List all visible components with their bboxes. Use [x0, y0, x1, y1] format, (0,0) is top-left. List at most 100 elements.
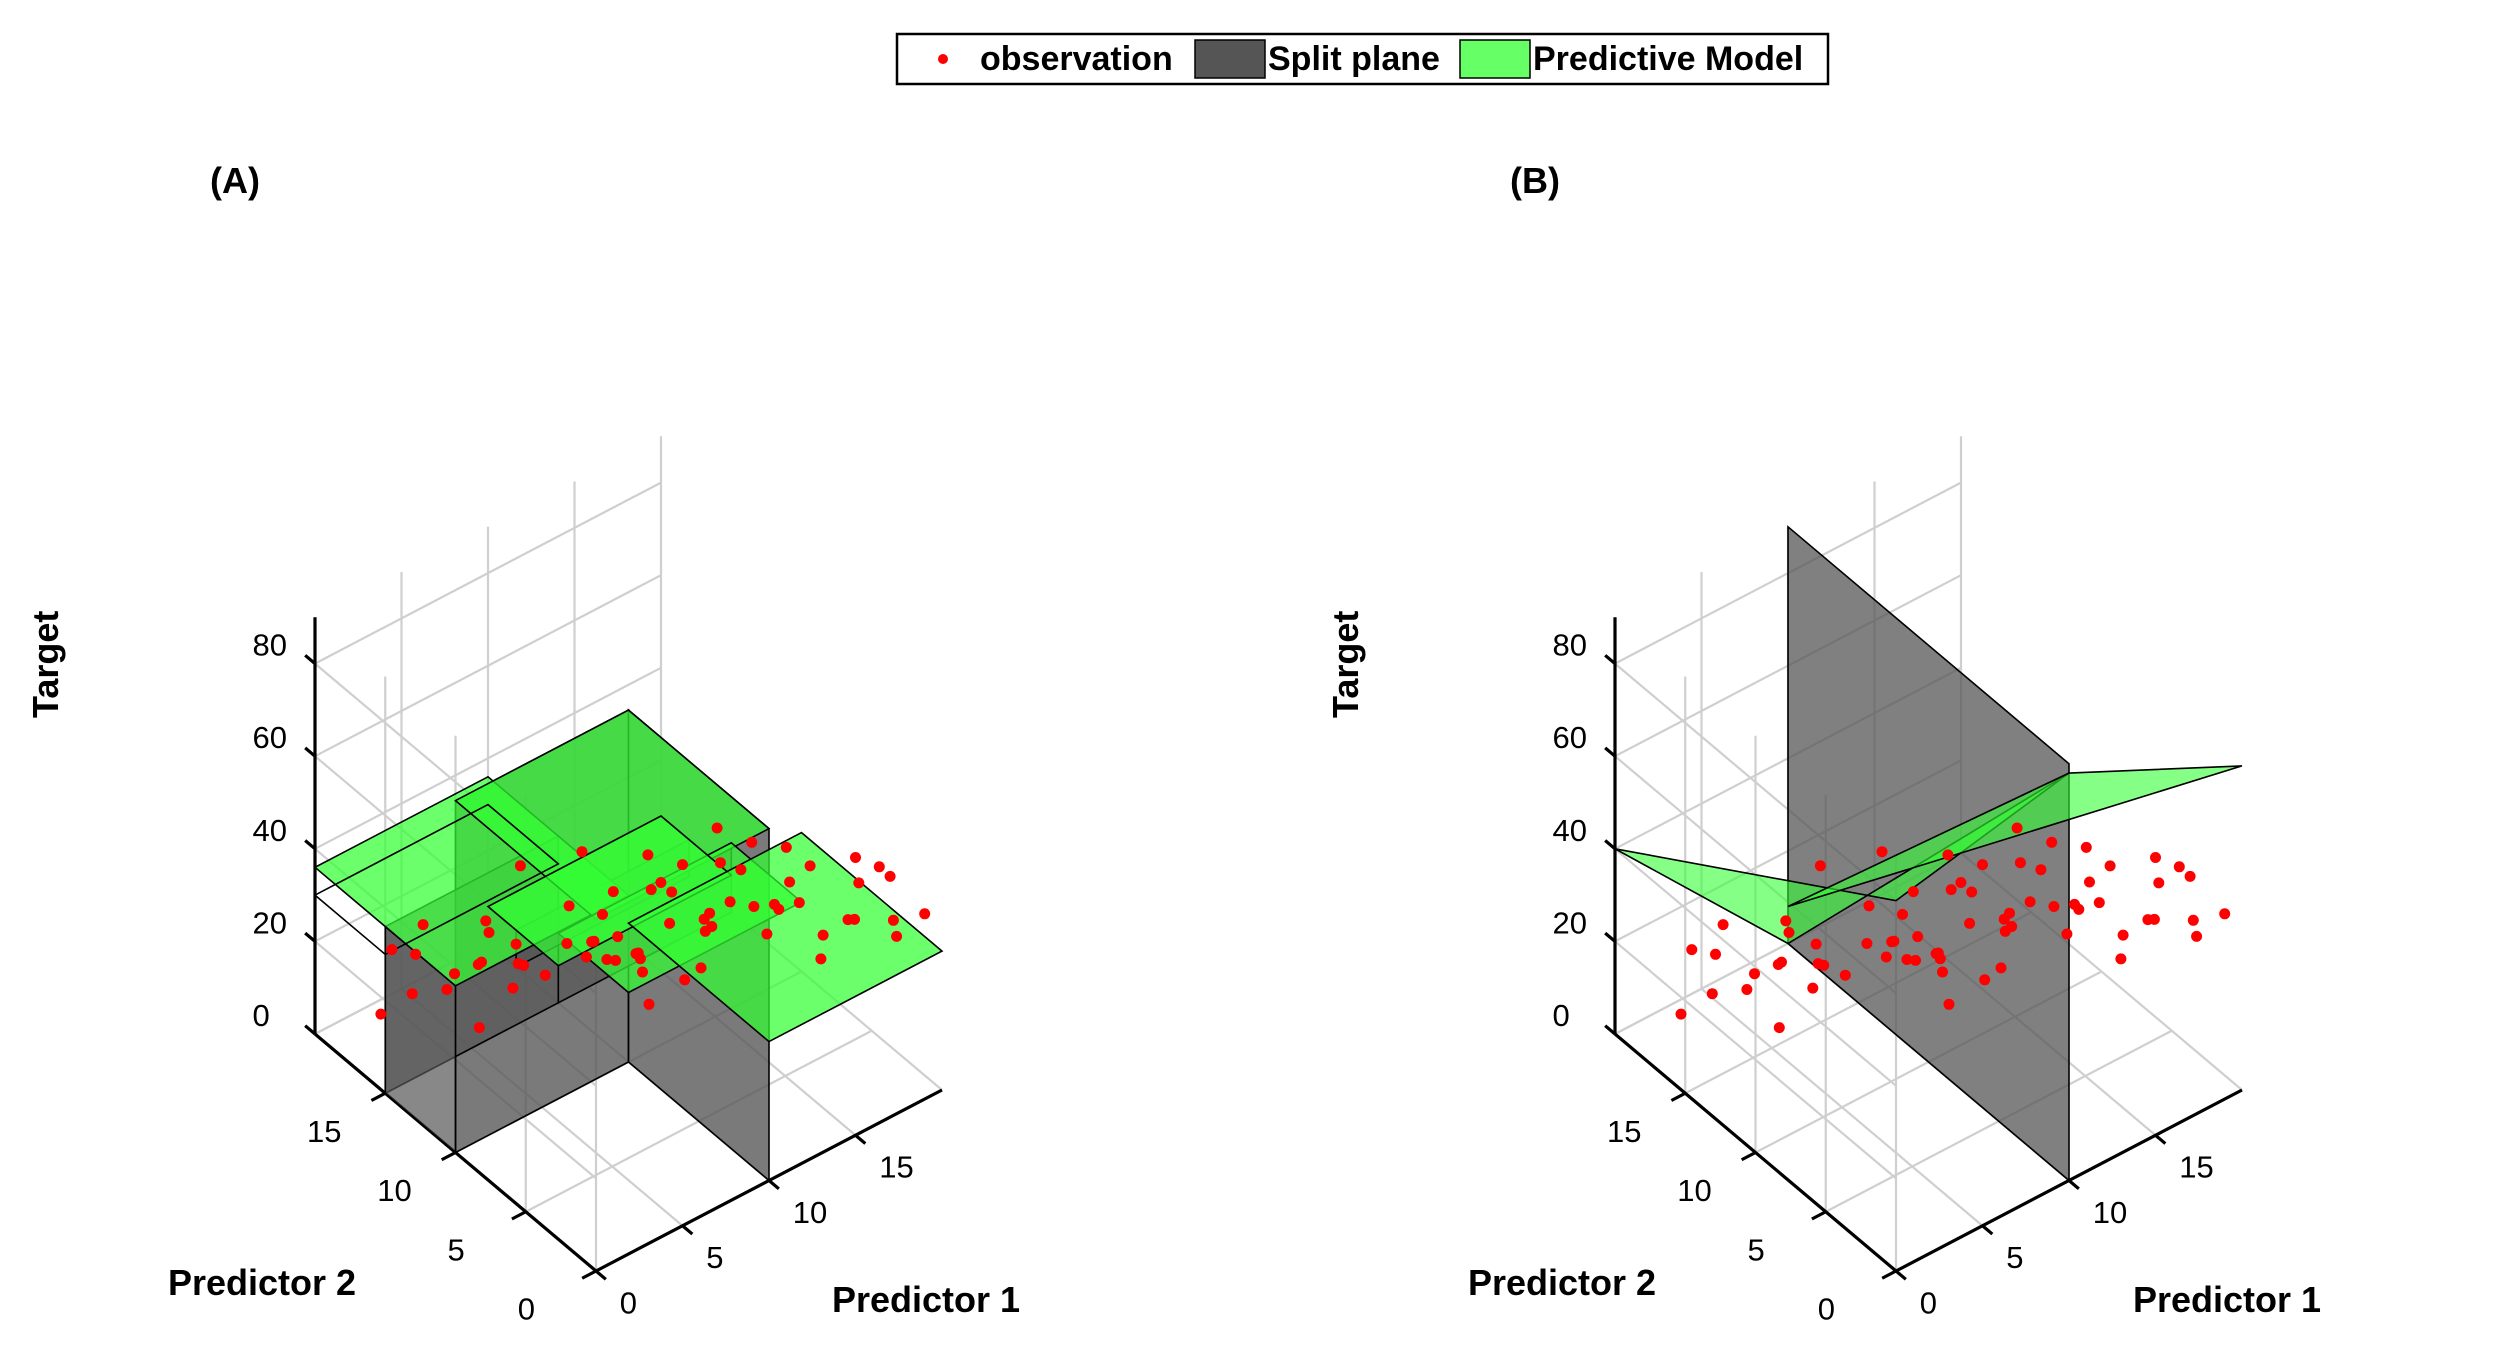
- observation-point: [919, 908, 931, 920]
- observation-point: [724, 896, 736, 908]
- observation-point: [1942, 849, 1954, 861]
- observation-point: [1934, 953, 1946, 965]
- panelA-z-tick: [304, 931, 317, 943]
- observation-point: [1741, 984, 1753, 995]
- observation-point: [2115, 953, 2127, 965]
- legend-observation-marker: [938, 54, 948, 64]
- panel-b-axes: [1604, 617, 2243, 1281]
- observation-point: [2117, 929, 2129, 941]
- observation-point: [375, 1008, 387, 1020]
- observation-point: [655, 877, 667, 888]
- panelA-y-tick-label: 15: [307, 1114, 341, 1149]
- panelA-y-tick-label: 5: [447, 1232, 464, 1267]
- panelA-z-tick-label: 80: [253, 628, 287, 663]
- observation-point: [2142, 914, 2154, 926]
- observation-point: [1861, 938, 1873, 949]
- observation-point: [784, 876, 796, 888]
- panelB-x-tick-label: 15: [2179, 1150, 2213, 1185]
- observation-point: [610, 954, 621, 966]
- observation-point: [386, 944, 398, 956]
- panelB-y-tick: [1740, 1151, 1757, 1162]
- observation-point: [1773, 1022, 1785, 1034]
- panelB-x-tick-label: 5: [2006, 1240, 2023, 1275]
- observation-point: [645, 884, 657, 896]
- legend-box: [895, 32, 1830, 86]
- observation-point: [1812, 958, 1824, 970]
- observation-point: [607, 886, 619, 898]
- panel-b-zlabel: Target: [1325, 611, 1366, 718]
- observation-point: [643, 998, 655, 1010]
- observation-point: [2093, 897, 2105, 909]
- observation-point: [576, 846, 588, 858]
- panelB-z-tick-label: 60: [1553, 720, 1587, 755]
- observation-point: [1999, 925, 2011, 937]
- observation-point: [449, 968, 460, 980]
- observation-point: [1810, 938, 1822, 950]
- panelB-z-tick: [1604, 931, 1617, 943]
- panelA-z-tick: [304, 1024, 317, 1036]
- panelA-x-tick-label: 0: [620, 1285, 637, 1320]
- model-surface: [627, 831, 944, 1043]
- observation-point: [1964, 917, 1976, 929]
- panelA-x-tick-label: 15: [879, 1150, 913, 1185]
- panelB-x-tick: [1894, 1269, 1907, 1281]
- panelB-z-tick: [1604, 654, 1617, 665]
- panelA-y-tick-label: 10: [377, 1173, 411, 1208]
- panel-b-regression-planes: [1614, 525, 2243, 1183]
- panel-a: (A) 0 5 10 15 0 5 10 15 0 20 40 60 80 Predictor 1 Pr…: [25, 160, 1020, 1327]
- observation-point: [853, 877, 865, 889]
- panelB-x-tick: [2067, 1179, 2080, 1191]
- panelA-z-tick: [304, 839, 317, 851]
- observation-point: [679, 974, 691, 986]
- observation-point: [873, 861, 885, 873]
- observation-point: [1937, 966, 1948, 978]
- panelA-z-tick: [304, 654, 317, 665]
- panelA-y-tick: [511, 1210, 527, 1221]
- legend-split-label: Split plane: [1268, 40, 1440, 78]
- observation-point: [512, 958, 524, 970]
- observation-point: [417, 919, 429, 931]
- panel-a-observations: [375, 822, 931, 1034]
- legend-model-swatch: [1459, 39, 1531, 79]
- observation-point: [2024, 896, 2036, 908]
- observation-point: [1780, 915, 1792, 927]
- observation-point: [563, 900, 575, 912]
- legend-observation-label: observation: [980, 40, 1173, 78]
- panel-b: (B) 0 5 10 15 0 5 10 15 0 20 40 60 80 Predictor 1 Pr…: [1325, 160, 2321, 1327]
- panelB-y-tick: [1811, 1210, 1827, 1221]
- observation-point: [746, 836, 758, 848]
- observation-point: [2173, 861, 2185, 873]
- observation-point: [410, 948, 422, 960]
- observation-point: [850, 852, 861, 863]
- panelB-x-tick: [2154, 1134, 2167, 1145]
- panelA-z-tick-label: 0: [253, 998, 270, 1033]
- observation-point: [793, 897, 805, 909]
- panel-b-xlabel: Predictor 1: [2133, 1279, 2321, 1320]
- panelA-x-tick: [854, 1134, 867, 1145]
- observation-point: [483, 927, 495, 938]
- observation-point: [1901, 954, 1913, 965]
- observation-point: [406, 988, 418, 1000]
- observation-point: [842, 914, 854, 926]
- panelA-y-tick: [440, 1151, 457, 1162]
- observation-point: [637, 966, 648, 978]
- panel-a-xlabel: Predictor 1: [832, 1279, 1020, 1320]
- observation-point: [2187, 914, 2199, 926]
- observation-point: [2035, 864, 2047, 876]
- panelA-x-tick: [594, 1269, 607, 1281]
- observation-point: [780, 841, 792, 853]
- observation-point: [699, 925, 711, 937]
- model-plane-right: [1787, 765, 2243, 908]
- panelB-y-tick: [1670, 1091, 1686, 1102]
- panelB-x-tick-label: 0: [1920, 1285, 1937, 1320]
- observation-point: [1706, 988, 1718, 1000]
- observation-point: [887, 914, 899, 926]
- panelA-x-tick: [767, 1179, 780, 1191]
- observation-point: [2048, 901, 2060, 912]
- observation-point: [1912, 931, 1924, 943]
- panelA-y-tick: [581, 1269, 597, 1280]
- observation-point: [2153, 877, 2165, 889]
- observation-point: [1886, 936, 1898, 948]
- observation-point: [612, 931, 624, 943]
